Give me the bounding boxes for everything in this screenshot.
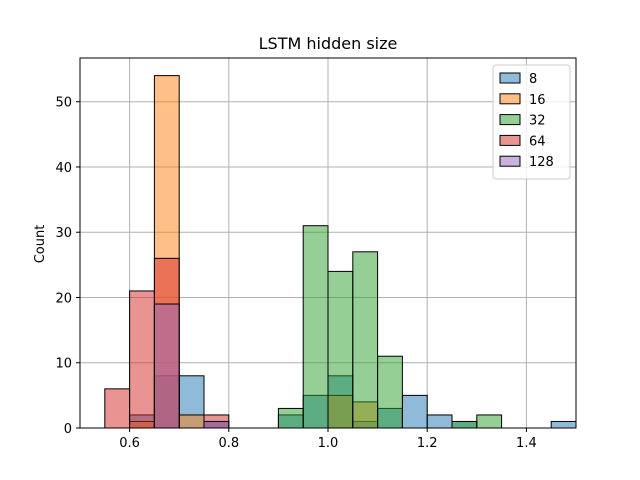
y-tick-label: 30	[55, 226, 72, 241]
histogram-bar-128	[153, 303, 180, 429]
histogram-bar-32	[352, 251, 379, 429]
y-tick-label: 20	[55, 291, 72, 306]
axes-layer: 0.6 0.8 1.0 1.2 1.4 0 10 20 30 40 50	[55, 57, 577, 451]
x-tick-label: 1.2	[417, 436, 438, 451]
legend-label-64: 64	[529, 134, 546, 149]
histogram-bar-32	[476, 414, 503, 429]
legend: 8 16 32 64 128	[492, 64, 571, 180]
histogram-bar-32	[302, 225, 329, 429]
histogram-bar-16	[178, 414, 205, 429]
y-tick-label: 0	[64, 422, 72, 437]
legend-label-128: 128	[529, 155, 554, 170]
legend-label-32: 32	[529, 114, 546, 129]
legend-label-16: 16	[529, 93, 546, 108]
legend-swatch-64	[499, 134, 521, 146]
x-tick-label: 1.0	[318, 436, 339, 451]
histogram-bar-8	[550, 420, 577, 429]
x-tick-label: 0.6	[119, 436, 140, 451]
y-axis-label: Count	[33, 225, 48, 264]
histogram-bar-32	[451, 420, 478, 429]
x-tick-label: 1.4	[516, 436, 537, 451]
histogram-bar-64	[129, 290, 155, 429]
legend-swatch-32	[499, 114, 521, 126]
histogram-bar-128	[203, 420, 230, 429]
legend-swatch-128	[499, 155, 521, 167]
legend-swatch-8	[499, 72, 521, 84]
chart-title: LSTM hidden size	[259, 34, 398, 53]
x-tick-label: 0.8	[218, 436, 239, 451]
histogram-bar-64	[104, 388, 131, 429]
histogram-bar-32	[277, 407, 304, 429]
legend-swatch-16	[499, 93, 521, 105]
histogram-bar-8	[426, 414, 453, 429]
histogram-bar-32	[327, 270, 354, 429]
histogram-bar-8	[401, 394, 428, 429]
bars-layer	[104, 75, 577, 429]
y-tick-label: 10	[55, 357, 72, 372]
histogram-bar-32	[377, 355, 403, 429]
legend-label-8: 8	[529, 72, 537, 87]
y-tick-label: 40	[55, 161, 72, 176]
y-tick-label: 50	[55, 96, 72, 111]
